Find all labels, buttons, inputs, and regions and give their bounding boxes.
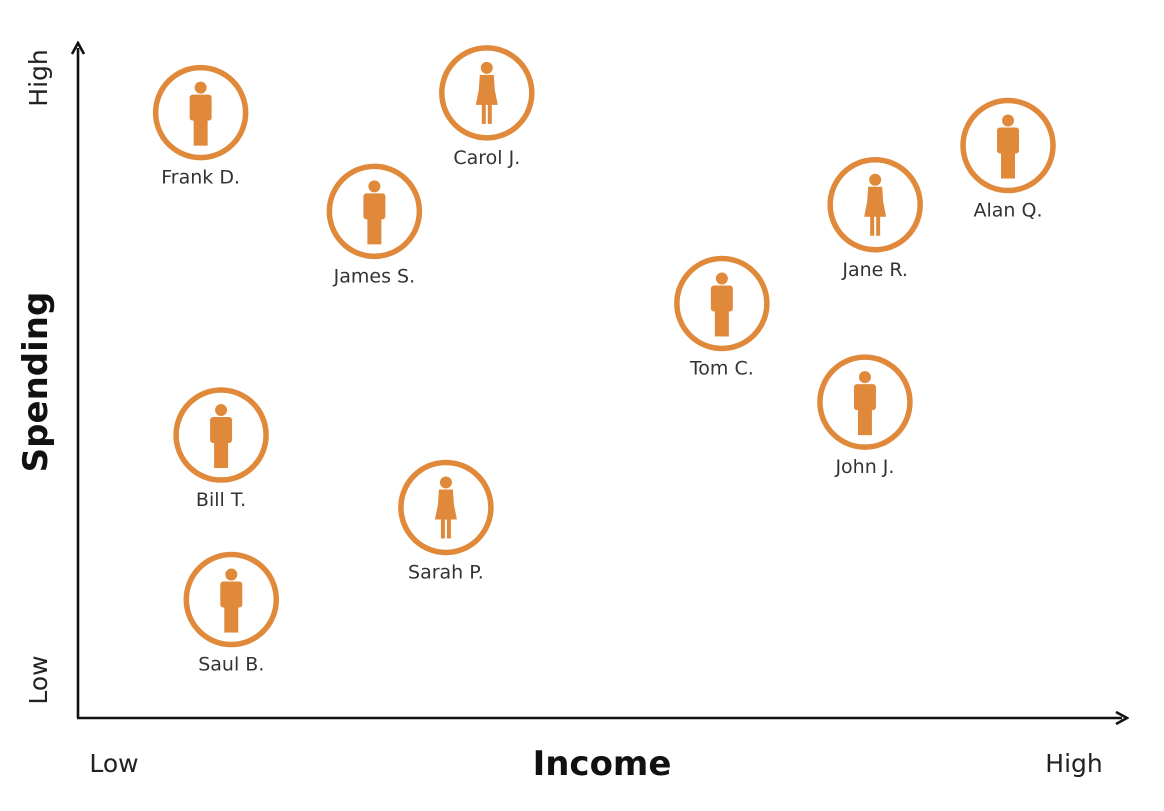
person-male-icon <box>220 568 243 633</box>
data-point: Sarah P. <box>398 459 494 583</box>
person-female-icon <box>864 173 887 236</box>
person-male-icon <box>710 272 733 337</box>
data-point: Frank D. <box>152 64 249 189</box>
person-female-icon <box>475 61 498 124</box>
person-female-icon <box>434 476 457 539</box>
data-point: James S. <box>326 163 423 287</box>
point-label: James S. <box>333 265 415 287</box>
data-point: Carol J. <box>439 45 535 169</box>
x-axis-title: Income <box>533 744 672 784</box>
data-point: Tom C. <box>674 255 770 379</box>
person-male-icon <box>210 404 233 469</box>
data-point: Jane R. <box>827 157 923 281</box>
point-label: John J. <box>834 456 894 478</box>
y-axis-title: Spending <box>16 292 56 473</box>
data-point: John J. <box>817 354 913 478</box>
y-tick-high: High <box>24 49 53 106</box>
person-male-icon <box>853 371 876 436</box>
point-label: Frank D. <box>161 167 240 189</box>
point-label: Alan Q. <box>974 200 1043 222</box>
x-tick-high: High <box>1045 749 1102 778</box>
data-point: Bill T. <box>173 387 269 511</box>
data-point: Saul B. <box>183 551 280 676</box>
point-label: Tom C. <box>689 357 754 379</box>
x-tick-low: Low <box>89 749 138 778</box>
person-male-icon <box>363 180 386 245</box>
person-male-icon <box>189 81 212 146</box>
point-label: Jane R. <box>841 259 908 281</box>
point-label: Carol J. <box>453 147 520 169</box>
data-point: Alan Q. <box>960 97 1056 222</box>
y-tick-low: Low <box>24 655 53 704</box>
data-points: Frank D. Carol J. James S. Alan Q. Jane R. To… <box>152 45 1056 676</box>
point-label: Sarah P. <box>408 561 484 583</box>
person-male-icon <box>997 114 1020 179</box>
point-label: Saul B. <box>198 654 264 676</box>
point-label: Bill T. <box>196 489 246 511</box>
